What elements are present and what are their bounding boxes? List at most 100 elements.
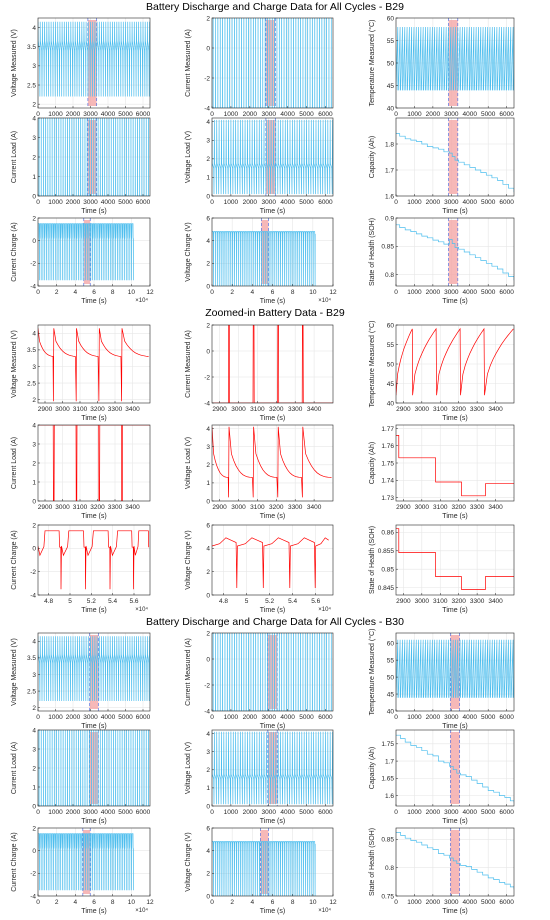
y-tick-label: 3.5 [27,44,36,51]
y-tick-label: 1.74 [381,478,394,485]
chart-zoom-current-measured: 2900 3000 3100 3200 3300 3400 -4 -2 0 2 Time (s) Cu… [185,322,334,422]
axes-box [395,117,515,197]
x-tick-label: 8 [291,289,295,296]
x-tick-label: 2900 [212,504,227,511]
x-tick-label: 3000 [444,809,459,816]
x-tick-label: 1000 [224,714,239,721]
y-axis-label: Voltage Measured (V) [11,638,18,706]
x-tick-label: 2 [55,899,59,906]
axes-box [395,729,515,807]
x-tick-label: 3000 [231,504,246,511]
x-tick-label: 3000 [444,199,459,206]
x-tick-label: 5 [68,598,72,605]
x-tick-label: 1000 [48,809,63,816]
x-tick-label: 5.6 [129,598,138,605]
x-tick-label: 3000 [261,714,276,721]
y-tick-label: 1 [32,784,36,791]
x-axis-multiplier: ×10⁴ [135,606,148,613]
x-tick-label: 2000 [243,809,258,816]
x-tick-label: 3100 [73,406,88,413]
x-tick-label: 0 [36,714,40,721]
y-tick-label: 1 [32,479,36,486]
plot-area [212,425,333,501]
y-tick-label: 0 [206,193,210,200]
y-tick-label: 3 [32,135,36,142]
y-tick-label: 2.5 [27,688,36,695]
y-tick-label: 2 [32,397,36,404]
chart-b29-temperature-measured: 01000200030004000500060004045505560Time … [368,15,515,127]
y-tick-label: 40 [387,105,395,112]
x-tick-label: 4 [74,899,78,906]
x-tick-label: 5000 [299,809,314,816]
x-tick-label: 3200 [451,504,466,511]
x-tick-label: 1000 [224,809,239,816]
y-axis-label: State of Health (SOH) [369,218,376,286]
x-tick-label: 4 [251,289,255,296]
x-tick-label: 3100 [433,406,448,413]
y-axis-label: Current Measured (A) [185,29,192,97]
x-tick-label: 5.4 [108,598,117,605]
y-tick-label: 0 [32,803,36,810]
y-axis-label: Current Load (A) [11,742,18,794]
y-axis-label: Capacity (Ah) [369,442,376,484]
x-axis-label: Time (s) [260,415,285,422]
y-tick-label: 3 [206,138,210,145]
highlight-region [260,830,269,894]
y-tick-label: 2 [206,261,210,268]
axes-box [395,827,515,897]
y-tick-label: 4 [32,639,36,646]
y-tick-label: 2 [206,871,210,878]
x-axis-label: Time (s) [81,298,106,305]
x-tick-label: 3000 [415,504,430,511]
series-line [38,118,150,196]
chart-zoom-capacity: 2900 3000 3100 3200 3300 3400 1.73 1.74 1.75 1.76… [369,424,515,520]
x-axis-multiplier: ×10⁴ [318,606,331,613]
y-tick-label: 2 [206,462,210,469]
y-axis-label: Current Load (A) [11,131,18,183]
chart-zoom-soh: 2900 3000 3100 3200 3300 3400 0.845 0.85 0.855 0.… [369,524,515,614]
highlight-region [450,732,460,804]
y-tick-label: 0 [206,498,210,505]
series-line [396,435,514,497]
x-tick-label: 6000 [318,111,333,118]
y-tick-label: 45 [387,83,395,90]
x-tick-label: 2900 [396,504,411,511]
x-tick-label: 2000 [426,199,441,206]
y-tick-label: 0 [32,193,36,200]
y-tick-label: -2 [204,75,210,82]
x-tick-label: 4000 [101,714,116,721]
y-tick-label: 2 [32,705,36,712]
y-axis-label: Current Measured (A) [185,330,192,398]
y-tick-label: 0.8 [385,865,394,872]
y-tick-label: -2 [204,682,210,689]
x-tick-label: 4000 [280,111,295,118]
x-axis-multiplier: ×10⁴ [318,907,331,914]
x-tick-label: 0 [394,714,398,721]
x-tick-label: 3300 [288,406,303,413]
y-tick-label: 2 [32,825,36,832]
chart-zoom-temperature-measured: 2900 3000 3100 3200 3300 3400 40 45 50 55 60 Time (… [368,321,515,422]
chart-b30-capacity: 0 1000 2000 3000 4000 5000 6000 1.6 1.65 1.7 1.75 T… [369,729,515,825]
y-tick-label: 0.85 [381,244,394,251]
x-tick-label: 5000 [481,899,496,906]
y-axis-label: Temperature Measured (°C) [368,629,376,716]
x-tick-label: 6000 [499,714,514,721]
x-tick-label: 0 [36,289,40,296]
x-tick-label: 4000 [463,111,478,118]
y-tick-label: 4 [206,848,210,855]
chart-zoom-current-charge: 4.8 5 5.2 5.4 5.6 -4 -2 0 2 Time (s) Current Charg… [11,522,151,614]
y-tick-label: 3 [32,672,36,679]
x-tick-label: 0 [210,199,214,206]
y-tick-label: -2 [204,374,210,381]
y-tick-label: 60 [387,322,395,329]
y-tick-label: 2 [206,322,210,329]
x-tick-label: 3200 [269,504,284,511]
x-tick-label: 2900 [212,406,227,413]
y-tick-label: 0 [206,283,210,290]
series-line [396,734,514,803]
series-line [396,528,514,590]
y-tick-label: 1 [206,480,210,487]
x-axis-label: Time (s) [442,908,467,915]
